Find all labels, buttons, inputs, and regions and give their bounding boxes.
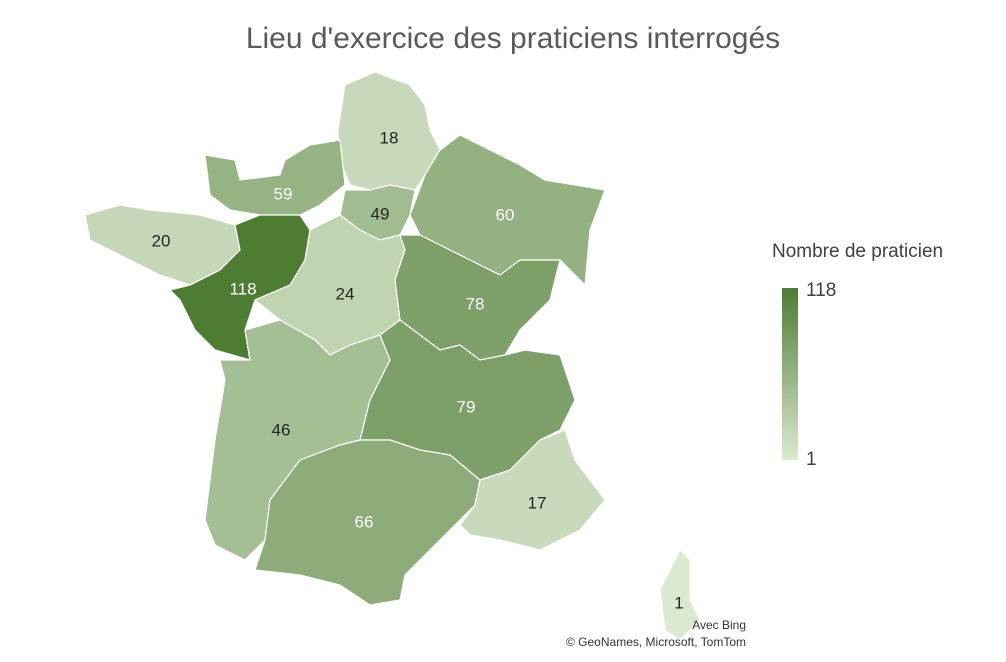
region (204, 139, 346, 216)
region-label: 20 (152, 231, 171, 250)
region-label: 79 (457, 397, 476, 416)
region-label: 49 (371, 204, 390, 223)
region (254, 439, 481, 606)
region (459, 429, 606, 551)
region-label: 66 (355, 512, 374, 531)
region (394, 234, 561, 361)
region-label: 18 (380, 128, 399, 147)
region-label: 118 (229, 279, 256, 298)
region-label: 46 (272, 420, 291, 439)
region-label: 59 (274, 184, 293, 203)
map: 18 59 49 60 20 118 24 78 46 79 66 17 1 (84, 71, 701, 641)
region-label: 24 (336, 284, 355, 303)
region-label: 17 (528, 493, 547, 512)
legend-max: 118 (806, 280, 836, 301)
legend-title: Nombre de praticien (772, 241, 943, 262)
legend-gradient (782, 288, 798, 460)
region-label: 78 (466, 294, 485, 313)
credit: © GeoNames, Microsoft, TomTom (566, 635, 746, 649)
region (659, 548, 701, 641)
credit: Avec Bing (692, 618, 746, 632)
legend-min: 1 (806, 449, 817, 470)
region-label: 1 (674, 593, 683, 612)
chart-title: Lieu d'exercice des praticiens interrogé… (246, 22, 780, 55)
region-label: 60 (496, 205, 515, 224)
